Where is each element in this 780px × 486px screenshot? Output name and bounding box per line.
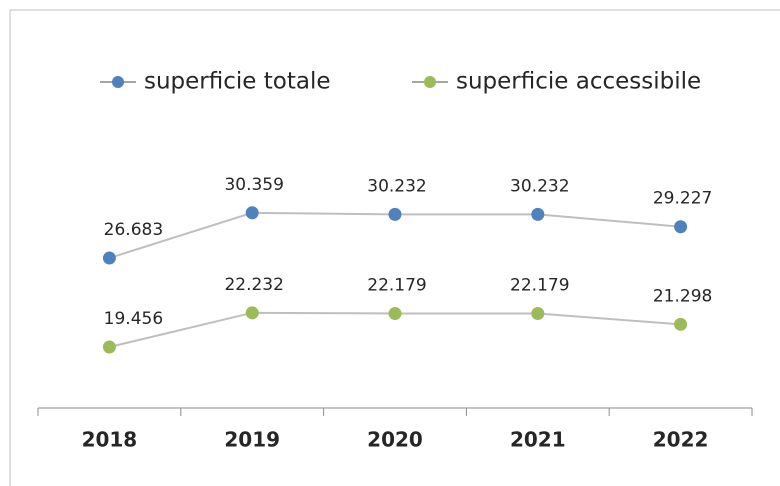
data-point xyxy=(245,306,259,320)
data-label: 26.683 xyxy=(104,220,163,240)
legend-label: superficie totale xyxy=(144,69,331,95)
legend-marker xyxy=(424,76,436,88)
legend-marker xyxy=(112,76,124,88)
data-label: 22.179 xyxy=(510,275,569,295)
x-tick-label: 2018 xyxy=(82,428,138,452)
x-tick-label: 2022 xyxy=(653,428,709,452)
x-tick-label: 2020 xyxy=(367,428,423,452)
data-label: 21.298 xyxy=(653,286,712,306)
data-point xyxy=(531,207,545,221)
x-tick-label: 2021 xyxy=(510,428,566,452)
data-label: 19.456 xyxy=(104,309,163,329)
data-label: 22.179 xyxy=(367,275,426,295)
data-point xyxy=(674,220,688,234)
data-point xyxy=(245,206,259,220)
data-label: 30.232 xyxy=(367,176,426,196)
data-label: 30.232 xyxy=(510,176,569,196)
data-point xyxy=(102,340,116,354)
data-point xyxy=(102,251,116,265)
data-point xyxy=(388,306,402,320)
data-point xyxy=(674,317,688,331)
data-point xyxy=(388,207,402,221)
legend-label: superficie accessibile xyxy=(456,69,701,95)
x-tick-label: 2019 xyxy=(224,428,280,452)
data-label: 22.232 xyxy=(224,275,283,295)
data-point xyxy=(531,306,545,320)
data-label: 29.227 xyxy=(653,189,712,209)
data-label: 30.359 xyxy=(224,175,283,195)
